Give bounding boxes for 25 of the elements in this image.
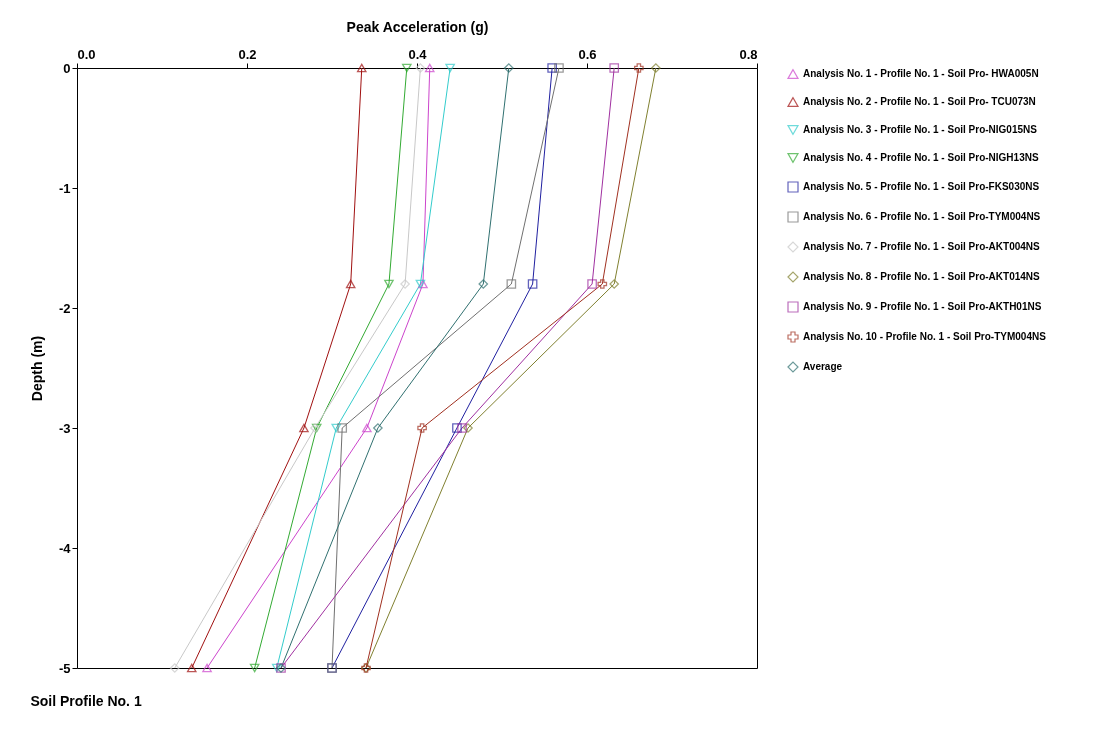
legend-label: Analysis No. 6 - Profile No. 1 - Soil Pro-TYM004NS bbox=[803, 211, 1041, 222]
x-tick-label: 0.8 bbox=[739, 46, 758, 62]
legend-label: Analysis No. 7 - Profile No. 1 - Soil Pro-AKT004NS bbox=[803, 241, 1041, 252]
x-tick-label: 0.6 bbox=[578, 46, 597, 62]
legend-label: Analysis No. 1 - Profile No. 1 - Soil Pro- HWA005N bbox=[803, 68, 1039, 79]
y-tick-label: -3 bbox=[58, 420, 71, 436]
legend-label: Analysis No. 9 - Profile No. 1 - Soil Pro-AKTH01NS bbox=[803, 301, 1042, 312]
legend-label: Analysis No. 2 - Profile No. 1 - Soil Pro- TCU073N bbox=[803, 96, 1036, 107]
legend-label: Analysis No. 8 - Profile No. 1 - Soil Pro-AKT014NS bbox=[803, 271, 1041, 282]
y-tick-label: -1 bbox=[58, 180, 71, 196]
legend-label: Average bbox=[803, 361, 843, 372]
y-tick-label: 0 bbox=[63, 60, 71, 76]
y-tick-label: -4 bbox=[58, 540, 72, 556]
x-tick-label: 0.0 bbox=[77, 46, 96, 62]
legend-label: Analysis No. 5 - Profile No. 1 - Soil Pro-FKS030NS bbox=[803, 181, 1040, 192]
y-axis-title: Depth (m) bbox=[28, 335, 45, 402]
y-tick-label: -2 bbox=[58, 300, 71, 316]
legend-label: Analysis No. 10 - Profile No. 1 - Soil Pro-TYM004NS bbox=[803, 331, 1047, 342]
y-tick-label: -5 bbox=[58, 660, 71, 676]
x-tick-label: 0.4 bbox=[408, 46, 428, 62]
x-tick-label: 0.2 bbox=[238, 46, 257, 62]
x-axis-title: Peak Acceleration (g) bbox=[346, 18, 489, 35]
legend-label: Analysis No. 4 - Profile No. 1 - Soil Pro-NIGH13NS bbox=[803, 152, 1039, 163]
legend-label: Analysis No. 3 - Profile No. 1 - Soil Pro-NIG015NS bbox=[803, 124, 1038, 135]
text: Soil Profile No. 1 bbox=[30, 693, 142, 709]
